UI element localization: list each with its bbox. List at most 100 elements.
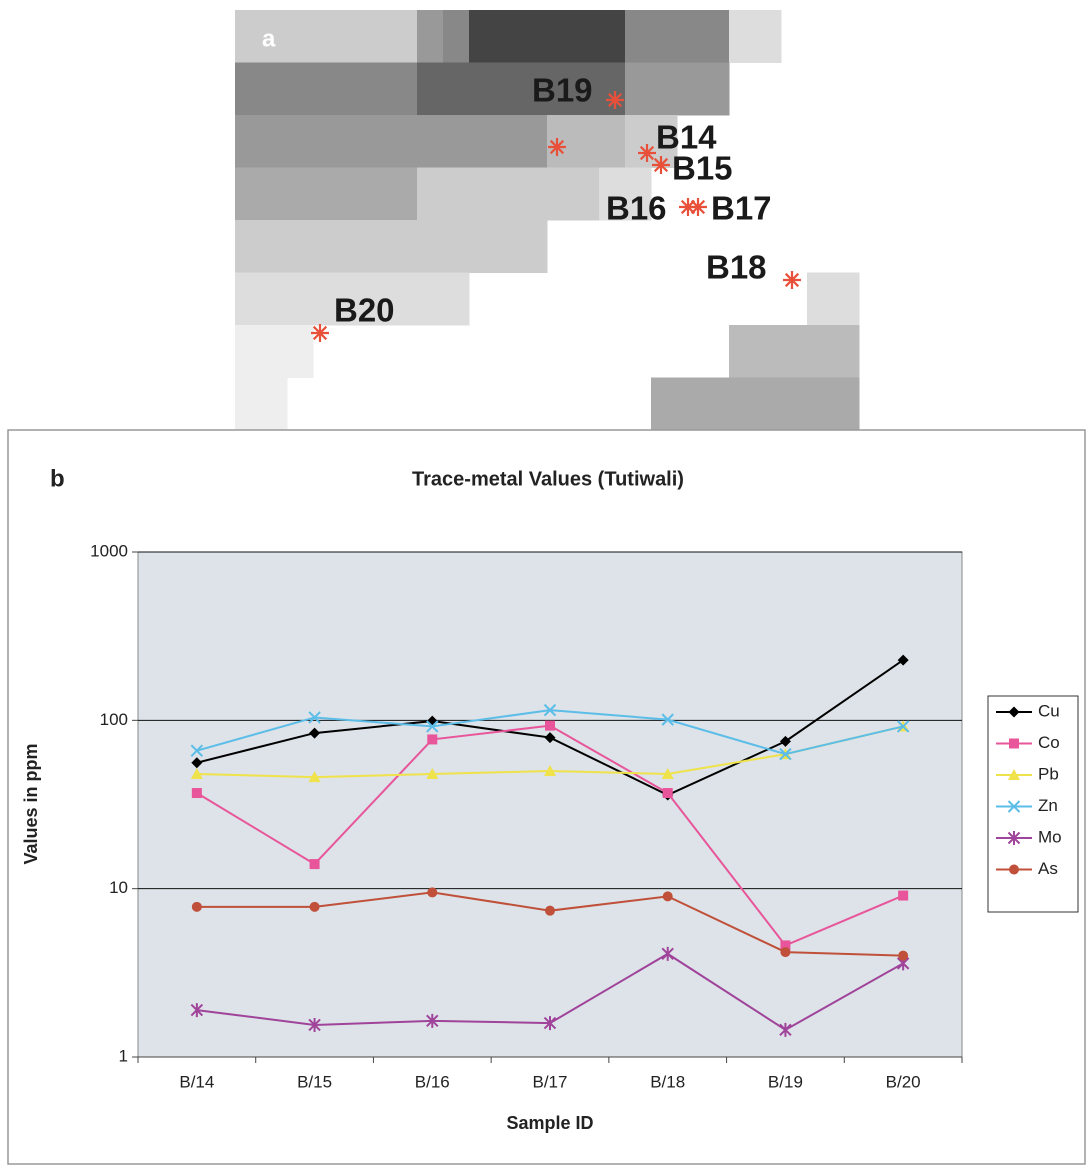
map-cell: [235, 63, 262, 116]
map-cell: [417, 63, 444, 116]
map-cell: [235, 325, 262, 378]
chart-title: Trace-metal Values (Tutiwali): [412, 468, 684, 490]
data-point: [663, 788, 673, 798]
data-point: [192, 788, 202, 798]
map-cell: [365, 168, 392, 221]
map-cell: [417, 10, 444, 63]
map-cell: [313, 63, 340, 116]
map-cell: [521, 10, 548, 63]
map-cell: [391, 220, 418, 273]
site-label: B18: [706, 249, 767, 286]
map-cell: [469, 63, 496, 116]
data-point: [310, 902, 320, 912]
y-tick-label: 100: [100, 710, 128, 729]
map-cell: [495, 168, 522, 221]
map-cell: [443, 63, 470, 116]
x-tick-label: B/14: [179, 1072, 214, 1091]
map-cell: [599, 63, 626, 116]
map-cell: [261, 273, 288, 326]
map-cell: [495, 10, 522, 63]
map-cell: [729, 10, 756, 63]
map-cell: [521, 220, 548, 273]
map-cell: [651, 378, 678, 431]
map-cell: [313, 220, 340, 273]
map-cell: [573, 115, 600, 168]
map-cell: [573, 10, 600, 63]
x-tick-label: B/15: [297, 1072, 332, 1091]
map-cell: [781, 325, 808, 378]
map-cell: [365, 10, 392, 63]
data-point: [310, 859, 320, 869]
map-cell: [833, 325, 860, 378]
map-cell: [495, 115, 522, 168]
map-cell: [339, 168, 366, 221]
map-cell: [807, 325, 834, 378]
map-cell: [703, 378, 730, 431]
map-cell: [339, 10, 366, 63]
data-point: [192, 902, 202, 912]
page-body: {"map": {"panel_label": "a", "sites": ["…: [0, 0, 1088, 1169]
map-cell: [313, 168, 340, 221]
map-cell: [287, 273, 314, 326]
site-marker: [783, 271, 801, 289]
map-cell: [755, 325, 782, 378]
map-cell: [261, 115, 288, 168]
map-cell: [391, 10, 418, 63]
site-marker: [311, 324, 329, 342]
site-marker: [638, 144, 656, 162]
map-cell: [443, 115, 470, 168]
map-cell: [287, 220, 314, 273]
x-tick-label: B/20: [886, 1072, 921, 1091]
legend-label: Zn: [1038, 796, 1058, 815]
map-cell: [391, 273, 418, 326]
map-cell: [235, 220, 262, 273]
data-point: [427, 887, 437, 897]
map-cell: [807, 378, 834, 431]
map-cell: [339, 115, 366, 168]
y-tick-label: 1: [119, 1046, 128, 1065]
data-point: [663, 891, 673, 901]
data-point: [545, 906, 555, 916]
map-cell: [417, 115, 444, 168]
map-cell: [339, 220, 366, 273]
map-cell: [443, 10, 470, 63]
site-marker: [689, 198, 707, 216]
legend-marker: [1009, 739, 1019, 749]
legend-label: As: [1038, 859, 1058, 878]
panel-label: b: [50, 465, 65, 492]
site-label: B15: [672, 150, 733, 187]
map-cell: [261, 63, 288, 116]
map-cell: [625, 63, 652, 116]
map-cell: [495, 220, 522, 273]
map-cell: [833, 273, 860, 326]
data-point: [545, 721, 555, 731]
map-cell: [547, 168, 574, 221]
map-cell: [261, 378, 288, 431]
y-axis-title: Values in ppm: [21, 743, 41, 864]
data-point: [427, 734, 437, 744]
map-cell: [755, 378, 782, 431]
site-label: B20: [334, 292, 395, 329]
legend-marker: [1009, 865, 1019, 875]
map-cell: [599, 10, 626, 63]
map-cell: [261, 168, 288, 221]
figure: a b Trace-metal Values (Tutiwali) Values…: [0, 0, 1088, 1169]
y-tick-label: 1000: [90, 541, 128, 560]
site-label: B19: [532, 72, 593, 109]
map-cell: [417, 273, 444, 326]
legend-label: Co: [1038, 733, 1060, 752]
x-tick-label: B/16: [415, 1072, 450, 1091]
map-cell: [807, 273, 834, 326]
data-point: [898, 891, 908, 901]
site-marker: [606, 91, 624, 109]
map-cell: [391, 63, 418, 116]
map-cell: [469, 115, 496, 168]
map-cell: [443, 273, 470, 326]
map-cell: [573, 168, 600, 221]
map-cell: [651, 63, 678, 116]
map-cell: [469, 168, 496, 221]
map-cell: [781, 378, 808, 431]
map-cell: [729, 325, 756, 378]
legend: [988, 696, 1078, 912]
page: Trace-metal figure html, body { margin: …: [0, 0, 1088, 1169]
